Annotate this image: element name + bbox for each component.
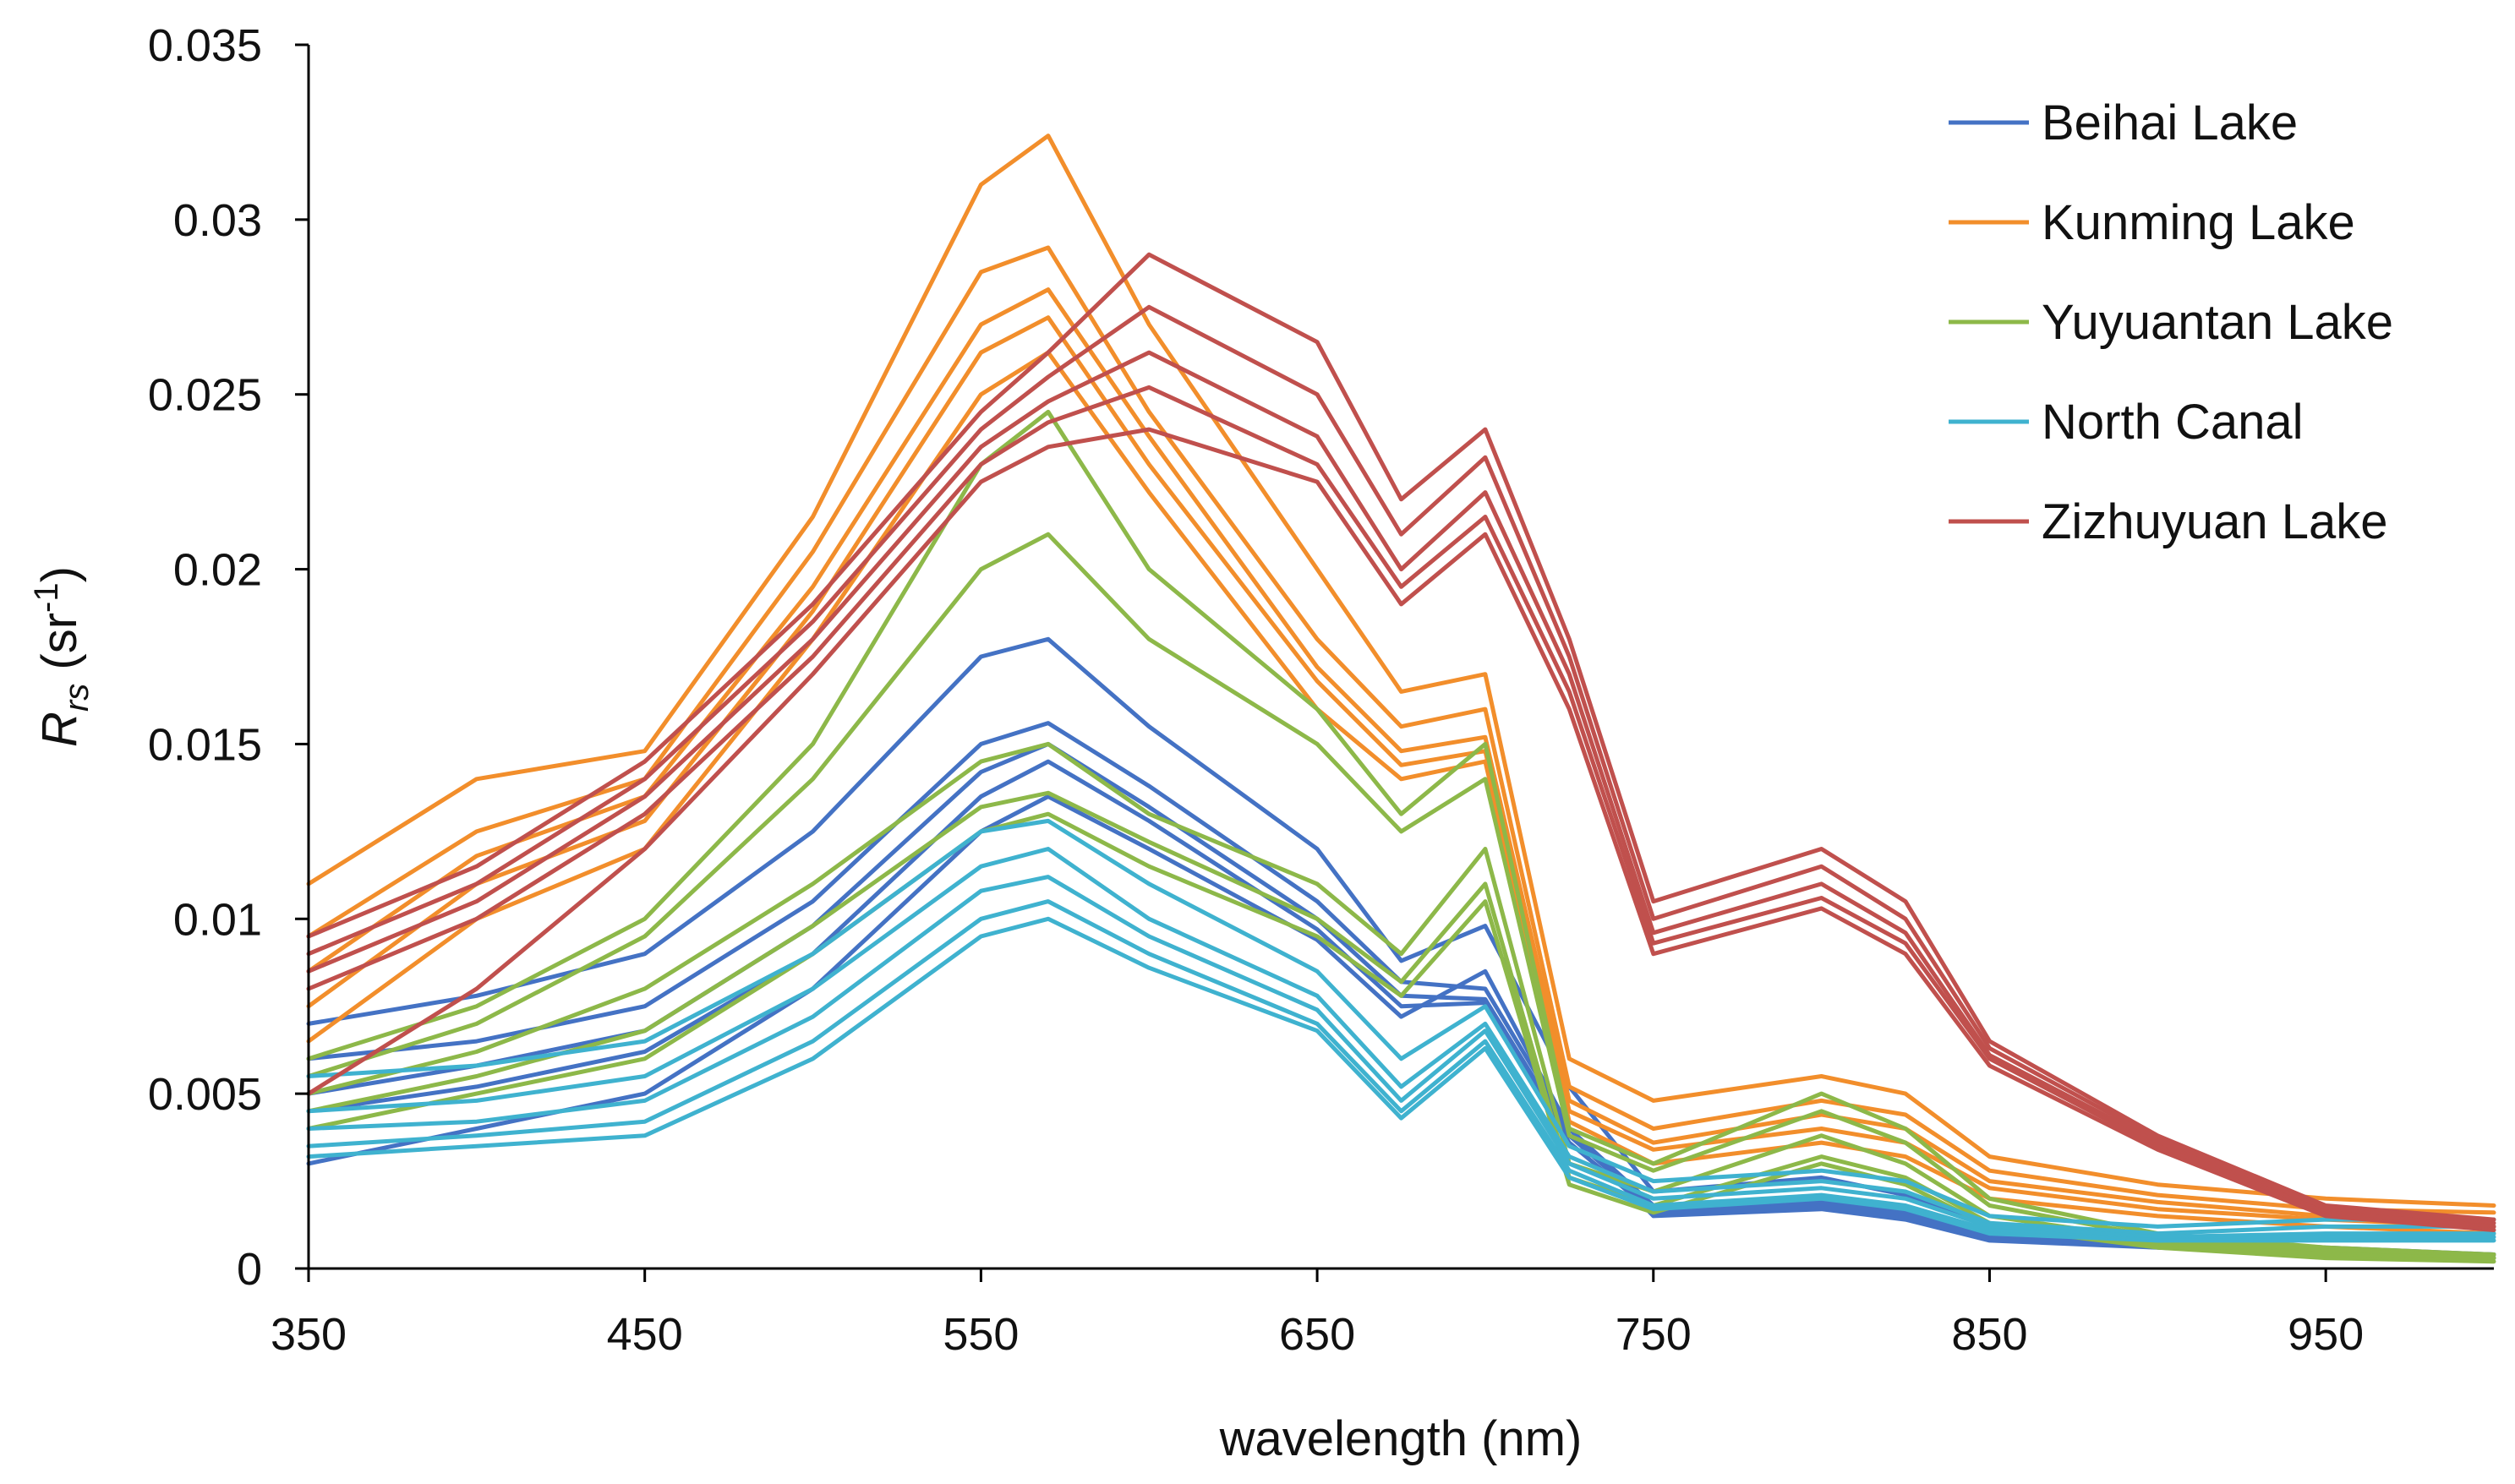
x-axis-title: wavelength (nm) [1219,1411,1583,1466]
x-tick-label: 550 [943,1309,1019,1360]
legend-label: Beihai Lake [2042,95,2298,150]
series-line-yuyuantan-lake-4 [306,790,2496,1261]
legend-label: Zizhuyuan Lake [2042,494,2387,549]
y-axis-title-main: R [32,712,87,747]
y-axis-title-subscript: rs [58,684,96,712]
y-tick-label: 0.025 [148,370,262,421]
legend: Beihai Lake Kunming Lake Yuyuantan Lake Nor… [1949,95,2393,549]
y-tick-label: 0 [237,1244,262,1295]
series-line-kunming-lake-3 [306,287,2496,1222]
series-line-kunming-lake-1 [306,134,2496,1208]
y-tick-label: 0.03 [173,195,262,246]
series-line-zizhuyuan-lake-3 [306,350,2496,1229]
series-line-yuyuantan-lake-3 [306,741,2496,1261]
y-tick-label: 0.005 [148,1069,262,1120]
series-line-yuyuantan-lake-2 [306,532,2496,1257]
series-line-beihai-lake-5 [306,794,2496,1261]
series-line-north-canal-5 [306,916,2496,1243]
series-line-north-canal-4 [306,899,2496,1243]
x-tick-label: 650 [1279,1309,1355,1360]
x-tick-label: 750 [1616,1309,1692,1360]
series-line-kunming-lake-4 [306,315,2496,1229]
y-axis-title-unit-prefix: (sr [32,613,87,684]
series-layer [306,134,2496,1264]
series-line-beihai-lake-4 [306,636,2496,1257]
y-tick-label: 0.015 [148,719,262,770]
legend-label: Kunming Lake [2042,195,2355,250]
y-tick-label: 0.02 [173,545,262,596]
y-axis-title: Rrs (sr-1) [28,566,96,747]
series-line-kunming-lake-5 [306,350,2496,1236]
x-tick-label: 850 [1951,1309,2027,1360]
x-tick-label: 450 [607,1309,683,1360]
series-line-north-canal-1 [306,818,2496,1229]
legend-label: North Canal [2042,395,2303,450]
y-axis-title-unit-sup: -1 [28,582,65,613]
x-tick-label: 350 [271,1309,347,1360]
x-tick-label: 950 [2288,1309,2364,1360]
series-line-zizhuyuan-lake-2 [306,304,2496,1225]
y-tick-label: 0.01 [173,894,262,945]
y-tick-label: 0.035 [148,20,262,71]
series-line-yuyuantan-lake-1 [306,409,2496,1257]
series-line-zizhuyuan-lake-5 [306,427,2496,1232]
legend-label: Yuyuantan Lake [2042,295,2393,350]
series-line-north-canal-3 [306,875,2496,1240]
ticks-layer: 0 0.005 0.01 0.015 0.02 0.025 0.03 0.035 350 450 5… [148,20,2364,1360]
series-line-kunming-lake-2 [306,245,2496,1215]
series-line-north-canal-2 [306,847,2496,1236]
y-axis-title-unit-suffix: ) [32,566,87,582]
series-line-zizhuyuan-lake-4 [306,385,2496,1229]
axes-layer [307,45,2494,1270]
series-line-zizhuyuan-lake-1 [306,252,2496,1222]
